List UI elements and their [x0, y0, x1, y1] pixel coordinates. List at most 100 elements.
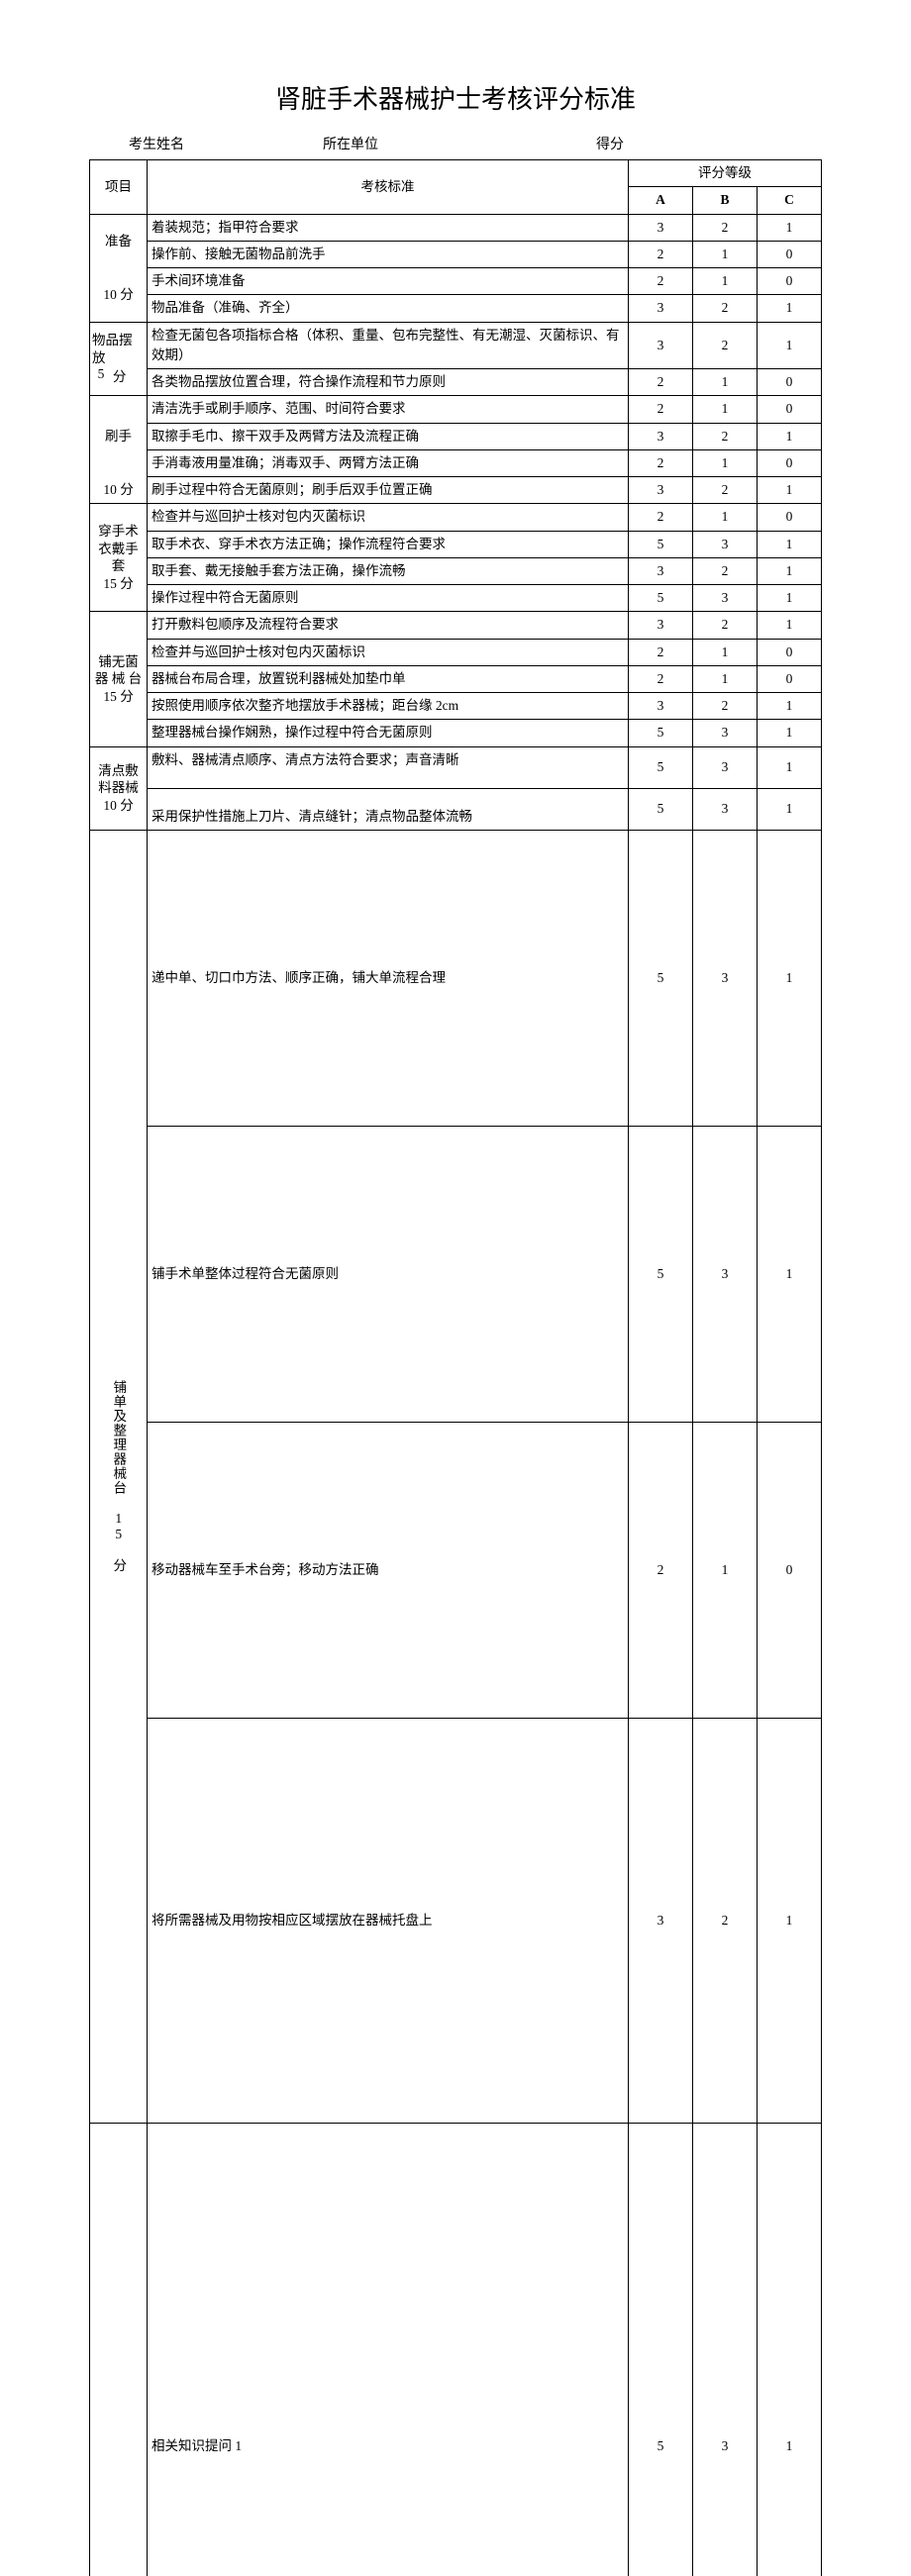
std-cell: 递中单、切口巾方法、顺序正确，铺大单流程合理 — [148, 831, 629, 1127]
score-a: 3 — [629, 612, 693, 639]
std-cell: 检查无菌包各项指标合格（体积、重量、包布完整性、有无潮湿、灭菌标识、有效期） — [148, 322, 629, 369]
score-c: 1 — [758, 423, 822, 449]
score-b: 1 — [693, 396, 758, 423]
score-b: 1 — [693, 1423, 758, 1719]
score-c: 0 — [758, 396, 822, 423]
table-row: 取手套、戴无接触手套方法正确，操作流畅 3 2 1 — [90, 557, 822, 584]
std-cell: 检查并与巡回护士核对包内灭菌标识 — [148, 504, 629, 531]
cat-cell: 准备 — [90, 214, 148, 268]
score-b: 2 — [693, 1719, 758, 2124]
score-b: 1 — [693, 369, 758, 396]
score-a: 3 — [629, 693, 693, 720]
score-label: 得分 — [596, 134, 624, 153]
score-c: 1 — [758, 531, 822, 557]
score-c: 1 — [758, 585, 822, 612]
cat-cell: 铺单及整理器械台 15 分 — [90, 831, 148, 2124]
score-b: 2 — [693, 612, 758, 639]
score-c: 0 — [758, 665, 822, 692]
std-cell: 取擦手毛巾、擦干双手及两臂方法及流程正确 — [148, 423, 629, 449]
score-c: 1 — [758, 214, 822, 241]
cat-score: 15 分 — [103, 576, 133, 591]
score-b: 2 — [693, 477, 758, 504]
score-c: 0 — [758, 1423, 822, 1719]
cat-cell: 清点敷料器械 10 分 — [90, 746, 148, 831]
table-row: 检查并与巡回护士核对包内灭菌标识 2 1 0 — [90, 639, 822, 665]
std-cell: 刷手过程中符合无菌原则；刷手后双手位置正确 — [148, 477, 629, 504]
score-c: 0 — [758, 268, 822, 295]
table-row: 清点敷料器械 10 分 敷料、器械清点顺序、清点方法符合要求；声音清晰 5 3 … — [90, 746, 822, 788]
score-a: 3 — [629, 1719, 693, 2124]
table-row: 铺手术单整体过程符合无菌原则 5 3 1 — [90, 1127, 822, 1423]
cat-score: 5 分 — [92, 369, 126, 384]
cat-text: 铺单及整理器械台 15 分 — [110, 833, 128, 2121]
table-row: 操作前、接触无菌物品前洗手 2 1 0 — [90, 241, 822, 267]
std-cell: 各类物品摆放位置合理，符合操作流程和节力原则 — [148, 369, 629, 396]
score-c: 1 — [758, 720, 822, 746]
table-row: 穿手术衣戴手套 15 分 检查并与巡回护士核对包内灭菌标识 2 1 0 — [90, 504, 822, 531]
std-cell: 手消毒液用量准确；消毒双手、两臂方法正确 — [148, 449, 629, 476]
score-b: 3 — [693, 1127, 758, 1423]
std-cell: 操作前、接触无菌物品前洗手 — [148, 241, 629, 267]
score-b: 2 — [693, 322, 758, 369]
score-a: 2 — [629, 504, 693, 531]
table-row: 操作过程中符合无菌原则 5 3 1 — [90, 585, 822, 612]
score-a: 3 — [629, 477, 693, 504]
std-cell: 敷料、器械清点顺序、清点方法符合要求；声音清晰 — [148, 746, 629, 788]
table-row: 取手术衣、穿手术衣方法正确；操作流程符合要求 5 3 1 — [90, 531, 822, 557]
score-c: 0 — [758, 504, 822, 531]
std-cell: 操作过程中符合无菌原则 — [148, 585, 629, 612]
name-label: 考生姓名 — [129, 134, 184, 153]
score-a: 2 — [629, 449, 693, 476]
table-row: 物品准备（准确、齐全） 3 2 1 — [90, 295, 822, 322]
score-b: 3 — [693, 788, 758, 830]
score-table: 项目 考核标准 评分等级 A B C 准备 着装规范；指甲符合要求 3 2 1 … — [89, 159, 822, 2576]
score-c: 1 — [758, 557, 822, 584]
std-cell: 着装规范；指甲符合要求 — [148, 214, 629, 241]
score-b: 2 — [693, 214, 758, 241]
score-a: 2 — [629, 241, 693, 267]
score-a: 3 — [629, 423, 693, 449]
score-b: 1 — [693, 449, 758, 476]
score-b: 1 — [693, 241, 758, 267]
cat-text: 清点敷料器械 — [98, 763, 139, 796]
score-b: 1 — [693, 504, 758, 531]
th-grade: 评分等级 — [629, 160, 822, 187]
table-row: 铺无菌器 械 台 15 分 打开敷料包顺序及流程符合要求 3 2 1 — [90, 612, 822, 639]
std-cell: 取手术衣、穿手术衣方法正确；操作流程符合要求 — [148, 531, 629, 557]
table-row: 手消毒液用量准确；消毒双手、两臂方法正确 2 1 0 — [90, 449, 822, 476]
std-cell: 按照使用顺序依次整齐地摆放手术器械；距台缘 2cm — [148, 693, 629, 720]
table-row: 器械台布局合理，放置锐利器械处加垫巾单 2 1 0 — [90, 665, 822, 692]
th-b: B — [693, 187, 758, 214]
std-cell: 铺手术单整体过程符合无菌原则 — [148, 1127, 629, 1423]
table-row: 10 分 刷手过程中符合无菌原则；刷手后双手位置正确 3 2 1 — [90, 477, 822, 504]
std-cell: 清洁洗手或刷手顺序、范围、时间符合要求 — [148, 396, 629, 423]
score-c: 0 — [758, 241, 822, 267]
th-item: 项目 — [90, 160, 148, 215]
score-c: 0 — [758, 639, 822, 665]
th-c: C — [758, 187, 822, 214]
table-row: 各类物品摆放位置合理，符合操作流程和节力原则 2 1 0 — [90, 369, 822, 396]
th-a: A — [629, 187, 693, 214]
table-row: 铺单及整理器械台 15 分 递中单、切口巾方法、顺序正确，铺大单流程合理 5 3… — [90, 831, 822, 1127]
score-c: 0 — [758, 449, 822, 476]
score-c: 1 — [758, 693, 822, 720]
score-a: 5 — [629, 531, 693, 557]
score-a: 2 — [629, 639, 693, 665]
std-cell: 取手套、戴无接触手套方法正确，操作流畅 — [148, 557, 629, 584]
score-a: 5 — [629, 585, 693, 612]
score-c: 1 — [758, 1719, 822, 2124]
score-a: 2 — [629, 1423, 693, 1719]
std-cell: 整理器械台操作娴熟，操作过程中符合无菌原则 — [148, 720, 629, 746]
table-row: 刷手 清洁洗手或刷手顺序、范围、时间符合要求 2 1 0 — [90, 396, 822, 423]
table-row: 采用保护性措施上刀片、清点缝针；清点物品整体流畅 5 3 1 — [90, 788, 822, 830]
unit-label: 所在单位 — [323, 134, 378, 153]
table-row: 整理器械台操作娴熟，操作过程中符合无菌原则 5 3 1 — [90, 720, 822, 746]
score-b: 3 — [693, 831, 758, 1127]
info-row: 考生姓名 所在单位 得分 — [89, 134, 822, 153]
score-b: 3 — [693, 531, 758, 557]
cat-text: 理论知识 10 分 — [110, 2126, 128, 2576]
score-c: 1 — [758, 477, 822, 504]
score-c: 1 — [758, 2124, 822, 2576]
table-row: 取擦手毛巾、擦干双手及两臂方法及流程正确 3 2 1 — [90, 423, 822, 449]
score-b: 2 — [693, 557, 758, 584]
